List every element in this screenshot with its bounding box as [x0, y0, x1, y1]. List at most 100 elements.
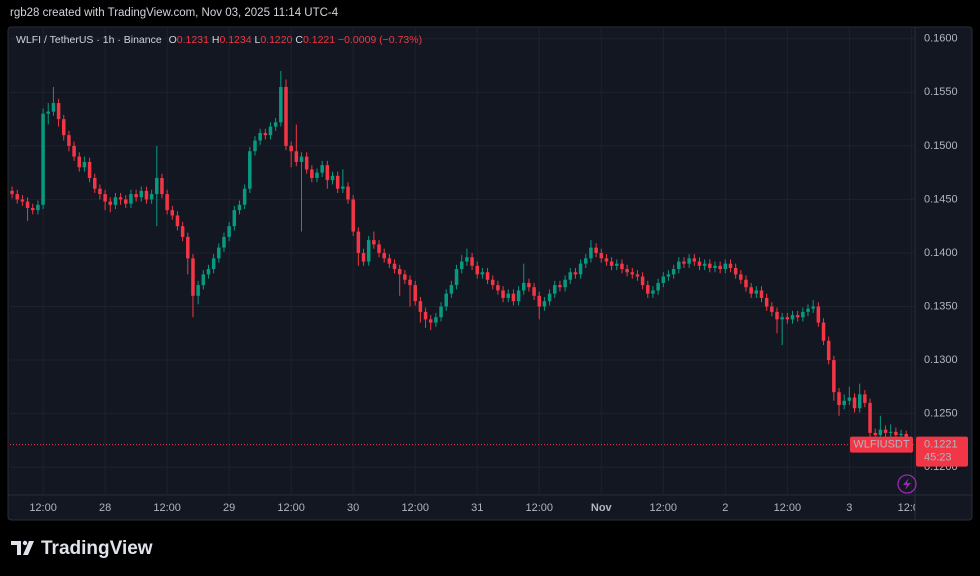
candle-body — [268, 126, 273, 136]
legend-change: −0.0009 (−0.73%) — [338, 34, 422, 46]
x-tick-label: Nov — [591, 502, 613, 514]
candle-body — [77, 156, 82, 168]
candle-body — [217, 247, 221, 259]
grid — [10, 27, 915, 495]
candle-body — [899, 433, 903, 436]
candle-body — [537, 295, 542, 307]
candle-body — [98, 188, 102, 195]
candle-body — [795, 315, 800, 318]
x-tick-label: 12:00 — [153, 502, 181, 514]
candle-body — [413, 285, 417, 302]
candle-body — [403, 274, 407, 280]
candle-body — [258, 133, 262, 141]
candle-body — [826, 340, 831, 361]
candle-body — [646, 285, 650, 294]
x-tick-label: 3 — [846, 502, 852, 514]
candle-body — [284, 86, 288, 146]
candle-body — [475, 265, 479, 275]
candle-body — [713, 265, 717, 268]
candle-body — [661, 276, 666, 283]
candle-body — [521, 282, 526, 291]
candle-body — [20, 199, 25, 202]
y-tick-label: 0.1400 — [924, 247, 958, 259]
candle-body — [459, 261, 464, 270]
candle-body — [61, 119, 66, 136]
candle-body — [816, 306, 821, 323]
candle-body — [584, 258, 588, 264]
candle-body — [418, 301, 423, 312]
candle-body — [423, 311, 428, 320]
candle-body — [82, 161, 87, 168]
candle-body — [134, 194, 138, 198]
legend-key: O — [169, 34, 177, 46]
candle-body — [723, 263, 728, 270]
candle-body — [139, 190, 144, 198]
legend-value: 0.1234 — [219, 34, 251, 46]
candle-body — [806, 308, 810, 312]
candle-body — [160, 178, 164, 195]
candle-body — [124, 199, 128, 204]
candle-body — [103, 194, 107, 202]
candle-body — [785, 317, 790, 320]
candle-body — [56, 103, 61, 120]
candle-body — [361, 252, 366, 262]
candle-body — [811, 306, 815, 309]
candle-body — [873, 432, 877, 436]
candle-body — [346, 186, 350, 200]
candle-body — [780, 317, 784, 320]
candle-body — [341, 186, 345, 189]
candle-body — [372, 240, 376, 245]
candle-body — [630, 272, 635, 275]
candle-body — [496, 285, 500, 291]
candle-body — [242, 188, 247, 205]
x-tick-label: 28 — [99, 502, 111, 514]
y-tick-label: 0.1550 — [924, 86, 958, 98]
logo-part — [23, 541, 34, 555]
candle-body — [547, 293, 552, 302]
x-tick-label: 29 — [223, 502, 235, 514]
candle-body — [165, 194, 169, 211]
candle-body — [351, 199, 355, 232]
candle-body — [237, 204, 242, 211]
candle-body — [449, 285, 454, 294]
candle-body — [263, 133, 268, 136]
candle-body — [620, 263, 624, 270]
candle-body — [821, 322, 826, 341]
candle-body — [201, 274, 206, 286]
y-tick-label: 0.1300 — [924, 354, 958, 366]
candle-body — [36, 204, 40, 211]
candle-body — [196, 285, 200, 296]
legend: WLFI / TetherUS · 1h · Binance O0.1231 H… — [16, 34, 422, 46]
alert-icon[interactable] — [897, 474, 917, 494]
brand-logo — [11, 540, 34, 555]
candle-body — [671, 269, 676, 275]
candle-body — [718, 265, 722, 270]
candle-body — [697, 261, 702, 266]
candle-body — [847, 397, 852, 401]
candle-body — [863, 394, 867, 403]
candle-body — [46, 111, 51, 114]
candle-body — [852, 397, 857, 409]
candle-body — [702, 263, 707, 266]
price-tag-label: 0.1221 — [924, 439, 958, 451]
candle-body — [149, 194, 154, 200]
candle-body — [330, 175, 335, 181]
candle-body — [832, 360, 836, 393]
candle-body — [775, 311, 779, 320]
y-tick-label: 0.1600 — [924, 33, 958, 45]
alert-icon-bolt — [903, 478, 911, 490]
candle-body — [392, 263, 397, 270]
candle-body — [454, 269, 459, 286]
x-tick-label: 12:00 — [650, 502, 678, 514]
candle-body — [894, 431, 898, 436]
candle-body — [754, 290, 759, 294]
x-tick-label: 2 — [722, 502, 728, 514]
x-tick-label: 12:00 — [277, 502, 305, 514]
candle-body — [335, 175, 340, 189]
price-axis: 0.12000.12500.13000.13500.14000.14500.15… — [924, 33, 958, 473]
legend-key: H — [212, 34, 220, 46]
candle-body — [315, 172, 319, 179]
candle-body — [108, 201, 113, 205]
